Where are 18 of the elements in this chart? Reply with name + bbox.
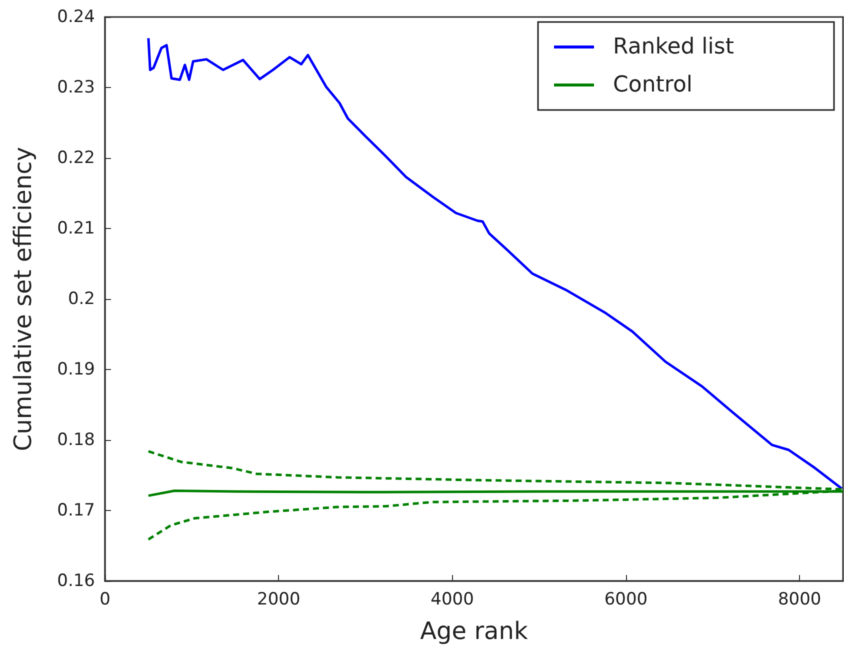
y-tick-label: 0.19	[57, 360, 95, 380]
y-tick-label: 0.22	[57, 148, 95, 168]
legend-label: Ranked list	[613, 34, 734, 60]
x-tick-label: 6000	[604, 590, 648, 610]
x-tick-label: 2000	[257, 590, 300, 610]
x-axis-title: Age rank	[420, 617, 528, 645]
x-tick-label: 8000	[778, 590, 822, 610]
legend-label: Control	[613, 72, 693, 98]
x-tick-label: 4000	[430, 590, 474, 610]
y-tick-label: 0.21	[57, 218, 95, 238]
y-tick-label: 0.16	[57, 571, 95, 591]
y-tick-label: 0.18	[57, 430, 95, 450]
x-tick-label: 0	[100, 590, 110, 610]
y-tick-label: 0.17	[57, 500, 95, 520]
y-tick-label: 0.2	[68, 289, 95, 309]
y-axis-title: Cumulative set efficiency	[9, 146, 37, 452]
y-tick-label: 0.23	[57, 78, 95, 98]
y-tick-label: 0.24	[57, 7, 95, 27]
